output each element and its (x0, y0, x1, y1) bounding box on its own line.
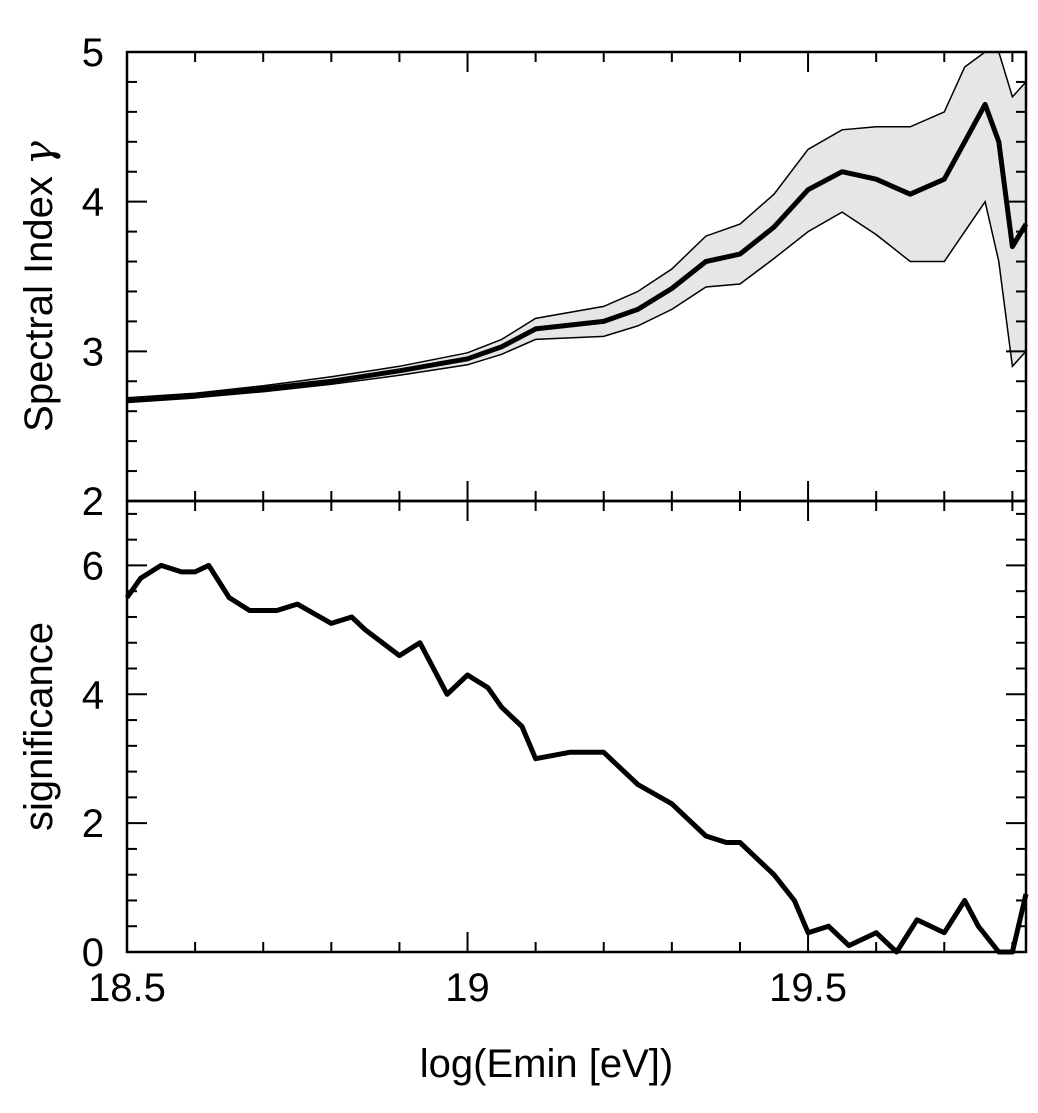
bottom-y-tick-labels: 0 2 4 6 (82, 544, 104, 975)
upper-bound-line (126, 51, 1027, 399)
y-tick-label: 4 (82, 673, 104, 717)
top-y-tick-labels: 2 3 4 5 (82, 31, 104, 524)
y-tick-label: 6 (82, 544, 104, 588)
x-tick-label: 18.5 (88, 966, 166, 1010)
spectral-index-line (126, 101, 1029, 404)
y-tick-label: 4 (82, 181, 104, 225)
significance-line (124, 562, 1029, 955)
y-tick-label: 0 (82, 931, 104, 975)
y-tick-label: 3 (82, 330, 104, 374)
x-tick-label: 19.5 (769, 966, 847, 1010)
bottom-panel: 0 2 4 6 18.5 19 19.5 significance log(Emin [e… (17, 499, 1029, 1086)
x-axis-label: log(Emin [eV]) (420, 1042, 673, 1086)
confidence-band (127, 52, 1026, 403)
top-panel: 2 3 4 5 Spectral Index γ (16, 31, 1029, 524)
y-tick-label: 2 (82, 480, 104, 524)
top-ticks (126, 51, 1026, 502)
x-tick-label: 19 (445, 966, 490, 1010)
x-tick-labels: 18.5 19 19.5 (88, 966, 847, 1010)
bottom-ticks (126, 501, 1026, 953)
top-plot-frame (125, 50, 1028, 503)
top-y-axis-label: Spectral Index γ (16, 141, 62, 432)
y-tick-label: 5 (82, 31, 104, 75)
bottom-y-axis-label: significance (17, 622, 61, 831)
bottom-plot-frame (125, 499, 1028, 954)
y-tick-label: 2 (82, 802, 104, 846)
lower-bound-line (126, 199, 1027, 403)
